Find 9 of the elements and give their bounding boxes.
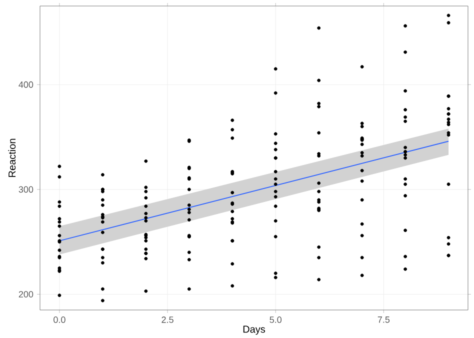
x-tick-label: 5.0 xyxy=(270,316,282,323)
y-axis-title: Reaction xyxy=(8,138,16,177)
y-tick-label: 400 xyxy=(18,81,34,88)
x-tick-label: 7.5 xyxy=(378,316,390,323)
x-tick-label: 2.5 xyxy=(162,316,174,323)
x-axis-title: Days xyxy=(243,326,266,335)
y-tick-label: 300 xyxy=(18,186,34,193)
x-tick-label: 0.0 xyxy=(54,316,66,323)
y-tick-label: 200 xyxy=(18,291,34,298)
